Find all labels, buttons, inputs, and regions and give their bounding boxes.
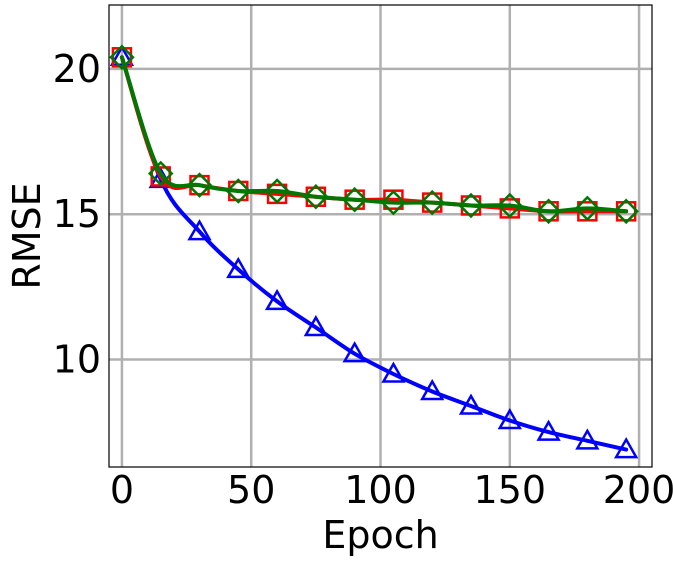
diamond-marker	[147, 160, 174, 187]
x-axis-title: Epoch	[322, 513, 438, 557]
triangle-marker	[187, 219, 212, 241]
triangle-marker	[264, 288, 290, 311]
series-diamond	[109, 44, 639, 225]
diamond-marker	[303, 184, 329, 210]
x-tick-label: 150	[474, 468, 547, 512]
diamond-marker	[535, 198, 562, 225]
triangle-marker	[342, 341, 367, 363]
diamond-marker	[419, 189, 445, 216]
triangle-marker	[109, 44, 135, 67]
diamond-marker	[109, 44, 135, 71]
series-line	[119, 55, 629, 214]
diamond-marker	[380, 189, 407, 216]
diamond-marker	[497, 192, 523, 219]
triangle-marker	[575, 428, 600, 450]
diamond-marker	[225, 178, 252, 204]
series-layer	[109, 44, 639, 459]
square-marker	[111, 47, 133, 68]
x-tick-label: 200	[603, 468, 673, 512]
y-tick-label: 15	[53, 192, 101, 236]
triangle-marker	[458, 393, 484, 415]
x-tick-label: 0	[110, 468, 134, 512]
y-tick-label: 10	[53, 337, 101, 381]
triangle-marker	[420, 378, 445, 401]
grid	[109, 5, 652, 467]
series-line	[119, 55, 629, 452]
diamond-marker	[458, 192, 484, 219]
y-axis-title: RMSE	[5, 182, 49, 289]
diamond-marker	[186, 172, 213, 198]
triangle-marker	[226, 256, 251, 279]
x-tick-label: 50	[227, 468, 275, 512]
triangle-marker	[613, 437, 639, 459]
triangle-marker	[497, 407, 522, 430]
triangle-marker	[381, 361, 406, 383]
plot-frame	[108, 4, 653, 468]
diamond-marker	[264, 178, 290, 204]
series-square	[111, 47, 637, 222]
diamond-marker	[341, 186, 368, 213]
series-triangle	[109, 44, 639, 459]
diamond-marker	[613, 198, 639, 225]
ticks: 0 50 100 150 200 10 15 20	[53, 47, 673, 512]
triangle-marker	[303, 315, 329, 337]
y-tick-label: 20	[53, 47, 101, 91]
triangle-marker	[536, 419, 561, 441]
series-line	[119, 55, 629, 214]
diamond-marker	[574, 195, 601, 222]
x-tick-label: 100	[344, 468, 417, 512]
